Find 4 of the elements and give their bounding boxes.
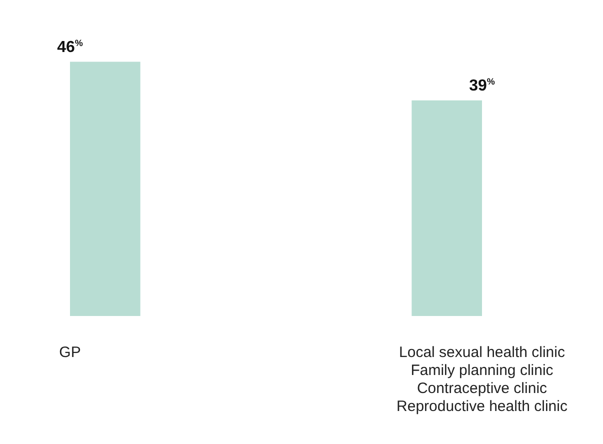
data-label: 39% xyxy=(469,76,495,95)
x-tick-label: GP xyxy=(59,344,81,362)
data-label: 46% xyxy=(57,38,83,56)
x-tick-label: Local sexual health clinic Family planning clinic Contraceptive clinic Reproductive health clinic xyxy=(396,344,568,416)
